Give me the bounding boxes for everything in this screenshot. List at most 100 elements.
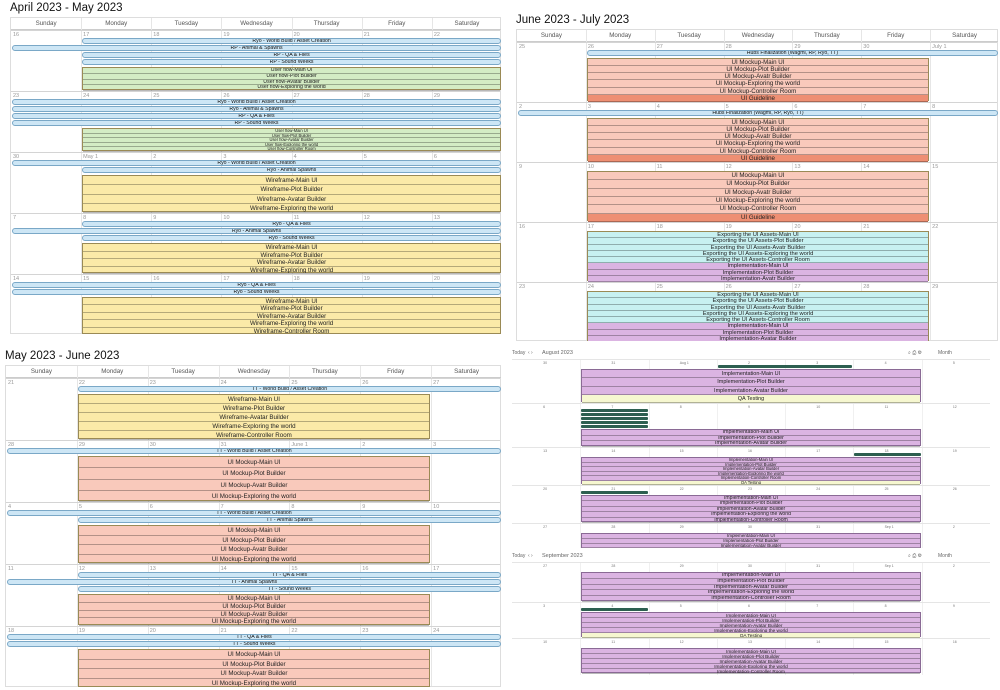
event-chip[interactable] bbox=[717, 365, 853, 368]
event-line[interactable]: Implementation-Exploring the world bbox=[582, 590, 920, 597]
event-bar[interactable]: Hubs Finalization (Wagmi, RP, Ryo, TT) bbox=[586, 50, 998, 56]
event-line[interactable]: Implementation-Plot Builder bbox=[587, 269, 929, 276]
today-button[interactable]: Today bbox=[512, 553, 526, 559]
event-line[interactable]: Exporting the UI Assets-Exploring the wo… bbox=[587, 311, 929, 317]
day-number[interactable]: 5 bbox=[725, 104, 729, 110]
event-bar[interactable]: Ryo - Animal Spawns bbox=[12, 228, 501, 234]
day-number[interactable]: 26 bbox=[587, 44, 594, 50]
event-line[interactable]: UI Mockup-Exploring the world bbox=[78, 555, 430, 564]
event-line[interactable]: Wireframe-Main UI bbox=[78, 395, 430, 404]
day-number[interactable]: 10 bbox=[543, 640, 548, 644]
day-number[interactable]: 10 bbox=[587, 164, 594, 170]
day-number[interactable]: 28 bbox=[725, 44, 732, 50]
day-number[interactable]: 7 bbox=[816, 604, 819, 608]
day-number[interactable]: 23 bbox=[362, 628, 369, 634]
day-number[interactable]: 8 bbox=[83, 215, 87, 221]
event-line[interactable]: Implementation-Plot Builder bbox=[582, 501, 920, 507]
event-line[interactable]: Implementation-Avatr Builder bbox=[587, 275, 929, 282]
event-line[interactable]: UI Mockup-Main UI bbox=[78, 595, 430, 603]
day-number[interactable]: 22 bbox=[291, 628, 298, 634]
day-number[interactable]: 31 bbox=[816, 564, 821, 568]
event-block[interactable]: Wireframe-Main UI Wireframe-Plot Builder W… bbox=[82, 243, 501, 274]
event-bar[interactable]: TT - World Build / Asset Creation bbox=[77, 386, 501, 392]
day-number[interactable]: 20 bbox=[149, 628, 156, 634]
day-number[interactable]: 10 bbox=[223, 215, 230, 221]
day-number[interactable]: 11 bbox=[884, 405, 889, 409]
day-number[interactable]: 17 bbox=[587, 224, 594, 230]
day-number[interactable]: Aug 1 bbox=[679, 361, 689, 365]
event-block[interactable]: UI Mockup-Main UI UI Mockup-Plot Builder U… bbox=[77, 649, 431, 688]
event-line[interactable]: UI Mockup-Main UI bbox=[78, 457, 430, 469]
event-bar[interactable]: RP - Animal & Spawns bbox=[12, 45, 501, 51]
day-number[interactable]: 27 bbox=[433, 380, 440, 386]
event-line[interactable]: Implementation-Controller Room bbox=[582, 669, 920, 674]
event-line[interactable]: Wireframe-Main UI bbox=[83, 176, 500, 186]
event-line[interactable]: UI Mockup-Exploring the world bbox=[587, 197, 929, 206]
day-number[interactable]: 12 bbox=[363, 215, 370, 221]
day-number[interactable]: 14 bbox=[611, 449, 616, 453]
day-number[interactable]: 28 bbox=[8, 442, 15, 448]
day-number[interactable]: 29 bbox=[932, 284, 939, 290]
day-number[interactable]: 3 bbox=[543, 604, 546, 608]
day-number[interactable]: 7 bbox=[611, 405, 614, 409]
event-line[interactable]: Wireframe-Exploring the world bbox=[83, 204, 500, 213]
event-line[interactable]: Wireframe-Controller Room bbox=[78, 431, 430, 440]
day-number[interactable]: 19 bbox=[223, 32, 230, 38]
day-number[interactable]: 19 bbox=[952, 449, 957, 453]
day-number[interactable]: 15 bbox=[83, 276, 90, 282]
day-number[interactable]: 12 bbox=[952, 405, 957, 409]
day-number[interactable]: 16 bbox=[362, 566, 369, 572]
event-line[interactable]: Implementation-Main UI bbox=[582, 458, 920, 463]
prev-next-arrows-icon[interactable]: ‹ › bbox=[528, 553, 533, 559]
event-bar[interactable]: TT - QA & Flies bbox=[7, 634, 501, 640]
day-number[interactable]: 3 bbox=[223, 154, 227, 160]
day-number[interactable]: 30 bbox=[13, 154, 20, 160]
event-line[interactable]: Implementation-Main UI bbox=[587, 263, 929, 270]
event-line[interactable]: UI Mockup-Exploring the world bbox=[78, 618, 430, 626]
day-number[interactable]: 29 bbox=[433, 93, 440, 99]
event-block[interactable]: Implementation-Main UI Implementation-Plo… bbox=[581, 612, 921, 638]
day-number[interactable]: 21 bbox=[220, 628, 227, 634]
day-number[interactable]: 24 bbox=[816, 487, 821, 491]
day-number[interactable]: 24 bbox=[83, 93, 90, 99]
day-number[interactable]: 4 bbox=[884, 361, 887, 365]
event-line[interactable]: Implementation-Avatar Builder bbox=[582, 441, 920, 447]
prev-next-arrows-icon[interactable]: ‹ › bbox=[528, 350, 533, 356]
event-line[interactable]: UI Guideline bbox=[587, 94, 929, 102]
event-chip[interactable] bbox=[581, 491, 648, 494]
day-number[interactable]: 13 bbox=[433, 215, 440, 221]
event-chip[interactable] bbox=[581, 417, 648, 420]
event-block[interactable]: Wireframe-Main UI Wireframe-Plot Builder W… bbox=[82, 175, 501, 213]
day-number[interactable]: 22 bbox=[679, 487, 684, 491]
event-line[interactable]: Implementation-Plot Builder bbox=[582, 436, 920, 442]
day-number[interactable]: 4 bbox=[656, 104, 660, 110]
day-number[interactable]: 13 bbox=[543, 449, 548, 453]
event-line[interactable]: UI Mockup-Exploring the world bbox=[78, 491, 430, 502]
event-line[interactable]: UI Mockup-Main UI bbox=[587, 119, 929, 127]
event-bar[interactable]: TT - Sound Weeks bbox=[77, 586, 501, 592]
event-line[interactable]: Wireframe-Avatar Builder bbox=[83, 313, 500, 321]
event-chip[interactable] bbox=[581, 409, 648, 412]
day-number[interactable]: 21 bbox=[8, 380, 15, 386]
event-block[interactable]: UI Mockup-Main UI UI Mockup-Plot Builder U… bbox=[77, 525, 431, 564]
day-number[interactable]: 11 bbox=[611, 640, 616, 644]
event-line[interactable]: Wireframe-Avatar Builder bbox=[83, 259, 500, 267]
day-number[interactable]: 9 bbox=[362, 504, 366, 510]
event-line[interactable]: Wireframe-Main UI bbox=[83, 244, 500, 252]
day-number[interactable]: 4 bbox=[8, 504, 12, 510]
toolbar-icons[interactable]: ⌕ ⎙ ⚙ bbox=[908, 350, 923, 356]
day-number[interactable]: 25 bbox=[519, 44, 526, 50]
event-line[interactable]: Implementation-Controller Room bbox=[582, 518, 920, 523]
day-number[interactable]: 28 bbox=[611, 525, 616, 529]
day-number[interactable]: 13 bbox=[149, 566, 156, 572]
day-number[interactable]: 2 bbox=[748, 361, 750, 365]
day-number[interactable]: 2 bbox=[952, 564, 955, 568]
day-number[interactable]: 31 bbox=[220, 442, 227, 448]
day-number[interactable]: 27 bbox=[543, 525, 548, 529]
day-number[interactable]: 29 bbox=[78, 442, 85, 448]
event-line[interactable]: Implementation-Main UI bbox=[582, 613, 920, 618]
event-line[interactable]: UI Mockup-Avatr Builder bbox=[78, 669, 430, 679]
event-line[interactable]: User flow-Main UI bbox=[83, 68, 500, 74]
event-line[interactable]: UI Mockup-Exploring the world bbox=[79, 679, 429, 688]
day-number[interactable]: 24 bbox=[220, 380, 227, 386]
